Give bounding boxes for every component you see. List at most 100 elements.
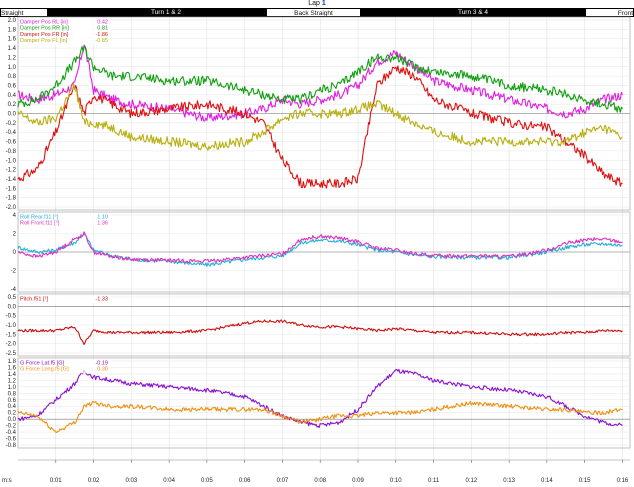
- series-line-0-1[interactable]: [17, 45, 623, 113]
- y-tick-label: 0.8: [8, 391, 17, 397]
- panel-2[interactable]: 0.5 0.0 -0.5 -1.0 -1.5 -2.0 -2.5 Pitch.f51 [°] -…: [6, 293, 631, 357]
- panel-frame: [17, 357, 631, 449]
- legend-box: [19, 18, 111, 45]
- y-tick-label: 0.0: [8, 417, 17, 423]
- y-tick-label: -0.2: [6, 121, 17, 127]
- legend-series-name[interactable]: G Force Long.f5 [G]: [20, 367, 69, 373]
- y-tick-label: 2: [13, 232, 17, 238]
- legend-1[interactable]: Roll Rear.f11 [°] 1.10 Roll Front.f11 [°] 1…: [19, 213, 111, 228]
- x-tick-label: 0:15: [579, 478, 591, 484]
- x-tick-label: 0:01: [50, 478, 62, 484]
- x-axis-unit-label: m:s: [2, 478, 12, 484]
- y-tick-label: 0.4: [8, 404, 17, 410]
- legend-series-value: -1.86: [95, 32, 108, 38]
- y-tick-label: 1.4: [8, 372, 17, 378]
- y-tick-label: 1.8: [8, 27, 17, 33]
- y-tick-label: 1.0: [8, 385, 17, 391]
- legend-0[interactable]: Damper Pos RL [in] 0.42 Damper Pos RR [in]…: [19, 18, 111, 45]
- legend-3[interactable]: G Force Lat.f5 [G] -0.19 G Force Long.f5 […: [19, 359, 111, 374]
- legend-series-value: 0.30: [97, 367, 108, 373]
- series-line-1-0[interactable]: [17, 231, 623, 267]
- x-tick-label: 0:09: [352, 478, 364, 484]
- panel-1[interactable]: 4 2 0 -2 -4 Roll Rear.f11 [°] 1.10 Roll Front.f…: [11, 211, 631, 293]
- y-tick-label: 0: [13, 250, 17, 256]
- legend-series-name[interactable]: Damper Pos FL [in]: [20, 38, 68, 44]
- legend-series-name[interactable]: Pitch.f51 [°]: [20, 297, 49, 303]
- y-tick-label: -2: [11, 269, 17, 275]
- y-tick-label: -0.6: [6, 140, 17, 146]
- y-tick-label: -2.5: [6, 351, 17, 357]
- y-tick-label: -1.8: [6, 196, 17, 202]
- legend-series-name[interactable]: Roll Rear.f11 [°]: [20, 215, 59, 221]
- x-tick-label: 0:13: [503, 478, 515, 484]
- y-tick-label: 4: [13, 213, 17, 219]
- legend-series-name[interactable]: G Force Lat.f5 [G]: [20, 361, 64, 367]
- y-tick-label: 1.2: [8, 378, 17, 384]
- legend-series-value: 1.10: [97, 215, 108, 221]
- lap-label: Lap: [308, 0, 320, 7]
- y-tick-label: 0.0: [8, 112, 17, 118]
- y-tick-label: -0.4: [6, 130, 17, 136]
- legend-box: [19, 359, 111, 374]
- y-tick-label: -2.0: [6, 205, 17, 211]
- y-tick-label: -2.0: [6, 342, 17, 348]
- legend-box: [19, 213, 111, 228]
- x-tick-label: 0:03: [125, 478, 137, 484]
- y-tick-label: 0.4: [8, 93, 17, 99]
- legend-box: [19, 295, 111, 304]
- y-tick-label: 0.6: [8, 398, 17, 404]
- legend-series-name[interactable]: Damper Pos RL [in]: [20, 20, 68, 26]
- y-tick-label: -0.5: [6, 314, 17, 320]
- legend-series-value: -0.85: [95, 38, 108, 44]
- segment-3[interactable]: Turn 3 & 4: [457, 9, 489, 16]
- legend-series-value: 0.81: [97, 26, 108, 32]
- legend-series-value: -0.19: [95, 361, 108, 367]
- x-tick-label: 0:11: [428, 478, 440, 484]
- y-tick-label: 0.2: [8, 411, 17, 417]
- y-tick-label: -4: [11, 287, 17, 293]
- series-line-1-1[interactable]: [17, 231, 623, 264]
- x-tick-label: 0:04: [163, 478, 175, 484]
- series-line-3-1[interactable]: [17, 400, 623, 434]
- y-tick-label: -1.2: [6, 168, 17, 174]
- segment-1[interactable]: Turn 1 & 2: [150, 9, 182, 16]
- y-tick-label: 2.0: [8, 18, 17, 24]
- x-tick-label: 0:07: [277, 478, 289, 484]
- x-tick-label: 0:12: [465, 478, 477, 484]
- y-tick-label: 1.0: [8, 65, 17, 71]
- legend-series-value: 1.36: [97, 221, 108, 227]
- series-line-0-3[interactable]: [17, 83, 623, 151]
- y-tick-label: 0.6: [8, 83, 17, 89]
- x-tick-label: 0:08: [314, 478, 326, 484]
- y-tick-label: -1.0: [6, 323, 17, 329]
- y-tick-label: -0.6: [6, 437, 17, 443]
- y-tick-label: 1.6: [8, 365, 17, 371]
- legend-series-name[interactable]: Damper Pos FR [in]: [20, 32, 69, 38]
- y-tick-label: -0.8: [6, 149, 17, 155]
- series-line-2-0[interactable]: [17, 319, 623, 346]
- legend-series-name[interactable]: Damper Pos RR [in]: [20, 26, 69, 32]
- y-tick-label: -0.4: [6, 430, 17, 436]
- y-tick-label: -1.4: [6, 177, 17, 183]
- y-tick-label: 1.6: [8, 37, 17, 43]
- legend-series-name[interactable]: Roll Front.f11 [°]: [20, 221, 60, 227]
- y-tick-label: -1.0: [6, 158, 17, 164]
- panel-3[interactable]: 1.81.61.41.21.00.80.60.40.20.0-0.2-0.4-0…: [6, 357, 631, 449]
- series-line-3-0[interactable]: [17, 368, 623, 429]
- y-tick-label: 0.0: [8, 304, 17, 310]
- panel-0[interactable]: 2.0 1.8 1.6 1.4 1.2 1.0 0.8 0.6 0.4 0.2 0.0 -0.2 -0.…: [6, 16, 631, 211]
- segment-0[interactable]: Straight: [0, 8, 48, 17]
- y-tick-label: 1.8: [8, 359, 17, 365]
- y-tick-label: -1.6: [6, 186, 17, 192]
- y-tick-label: 0.5: [8, 295, 17, 301]
- series-line-0-2[interactable]: [17, 65, 623, 189]
- y-tick-label: -0.2: [6, 424, 17, 430]
- x-tick-label: 0:10: [390, 478, 402, 484]
- series-line-0-0[interactable]: [17, 44, 623, 122]
- legend-2[interactable]: Pitch.f51 [°] -1.33: [19, 295, 111, 304]
- x-tick-label: 0:05: [201, 478, 213, 484]
- segment-2[interactable]: Back Straight: [266, 8, 361, 17]
- lap-header[interactable]: Lap 1: [0, 0, 634, 8]
